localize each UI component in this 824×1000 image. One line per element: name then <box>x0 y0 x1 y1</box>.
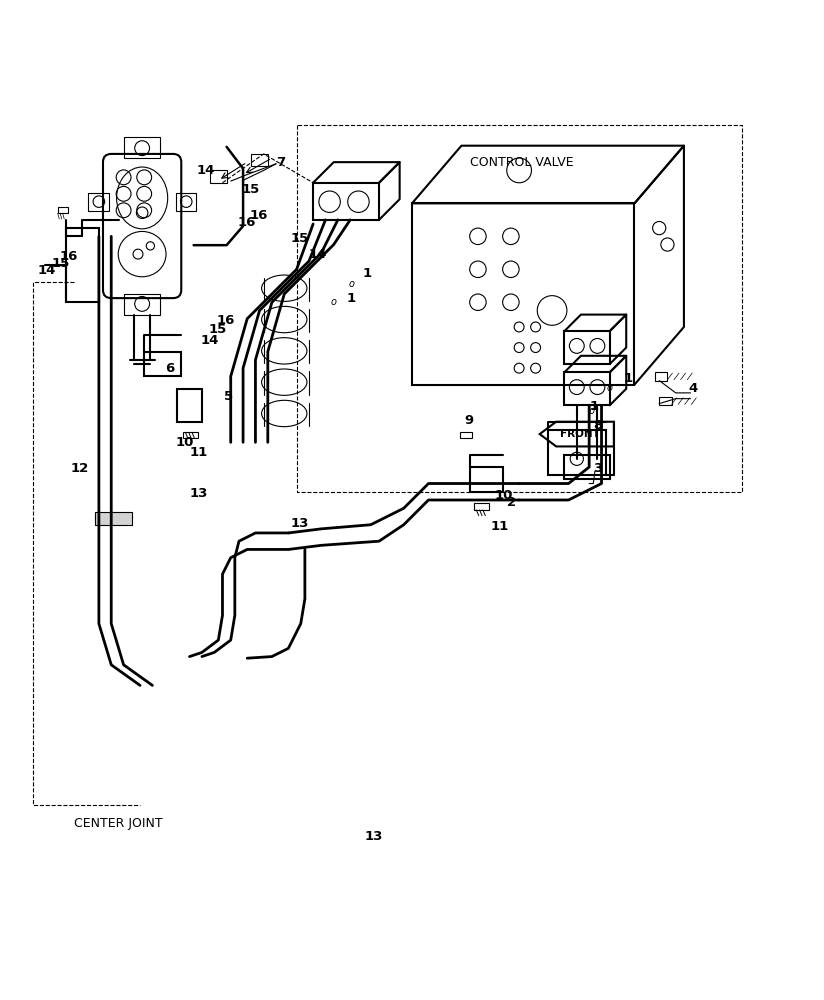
Bar <box>313 183 379 220</box>
Bar <box>88 193 109 211</box>
Text: 6: 6 <box>165 362 174 375</box>
Bar <box>564 372 610 405</box>
Text: 13: 13 <box>190 487 208 500</box>
Text: 16: 16 <box>217 314 235 327</box>
Text: CONTROL VALVE: CONTROL VALVE <box>470 156 574 169</box>
Text: 12: 12 <box>71 462 89 475</box>
Text: 15: 15 <box>291 232 309 245</box>
Text: o: o <box>330 297 337 307</box>
Text: o: o <box>349 279 355 289</box>
Text: 14: 14 <box>200 334 218 347</box>
Text: 8: 8 <box>593 419 602 432</box>
Text: 13: 13 <box>365 830 383 843</box>
Polygon shape <box>540 422 614 446</box>
Text: 7: 7 <box>276 156 285 169</box>
Text: 15: 15 <box>241 183 260 196</box>
Ellipse shape <box>261 400 307 427</box>
Bar <box>124 137 160 158</box>
Bar <box>548 430 606 475</box>
Text: 16: 16 <box>250 209 268 222</box>
Bar <box>124 294 160 315</box>
Ellipse shape <box>261 306 307 333</box>
Ellipse shape <box>261 369 307 395</box>
Ellipse shape <box>117 167 168 229</box>
Text: 14: 14 <box>196 164 214 177</box>
Text: 1: 1 <box>589 400 598 413</box>
Bar <box>144 352 181 376</box>
Text: 2: 2 <box>507 496 516 509</box>
Bar <box>66 228 99 302</box>
Text: 16: 16 <box>59 250 77 263</box>
Text: 14: 14 <box>309 248 327 261</box>
Bar <box>564 331 610 364</box>
Text: 10: 10 <box>176 436 194 449</box>
Text: 1: 1 <box>624 372 633 385</box>
Text: 1: 1 <box>363 267 372 280</box>
Bar <box>58 207 68 213</box>
Text: 1: 1 <box>346 292 355 305</box>
Bar <box>177 389 202 422</box>
Text: o: o <box>588 406 595 416</box>
Bar <box>251 154 268 166</box>
Ellipse shape <box>261 275 307 301</box>
Text: 15: 15 <box>208 323 227 336</box>
Bar <box>655 372 667 381</box>
Text: CENTER JOINT: CENTER JOINT <box>74 817 163 830</box>
Text: 5: 5 <box>224 390 233 403</box>
Text: 4: 4 <box>688 382 697 395</box>
Ellipse shape <box>119 231 166 277</box>
Text: 11: 11 <box>490 520 508 533</box>
Bar <box>460 432 472 438</box>
Text: 15: 15 <box>51 257 69 270</box>
Text: 14: 14 <box>38 264 56 277</box>
Bar <box>564 455 610 479</box>
Text: 10: 10 <box>494 489 513 502</box>
Bar <box>659 397 672 405</box>
Text: o: o <box>606 383 613 393</box>
Text: 9: 9 <box>464 414 473 427</box>
FancyBboxPatch shape <box>103 154 181 298</box>
Bar <box>474 503 489 510</box>
Text: 13: 13 <box>291 517 309 530</box>
Bar <box>470 467 503 492</box>
Bar <box>95 512 132 525</box>
Text: 11: 11 <box>190 446 208 459</box>
Bar <box>183 432 198 438</box>
Ellipse shape <box>261 338 307 364</box>
Bar <box>210 170 227 183</box>
Bar <box>176 193 196 211</box>
Text: 16: 16 <box>237 216 255 229</box>
Text: FRONT: FRONT <box>560 429 600 439</box>
Bar <box>412 203 634 385</box>
Text: 3: 3 <box>593 462 602 475</box>
